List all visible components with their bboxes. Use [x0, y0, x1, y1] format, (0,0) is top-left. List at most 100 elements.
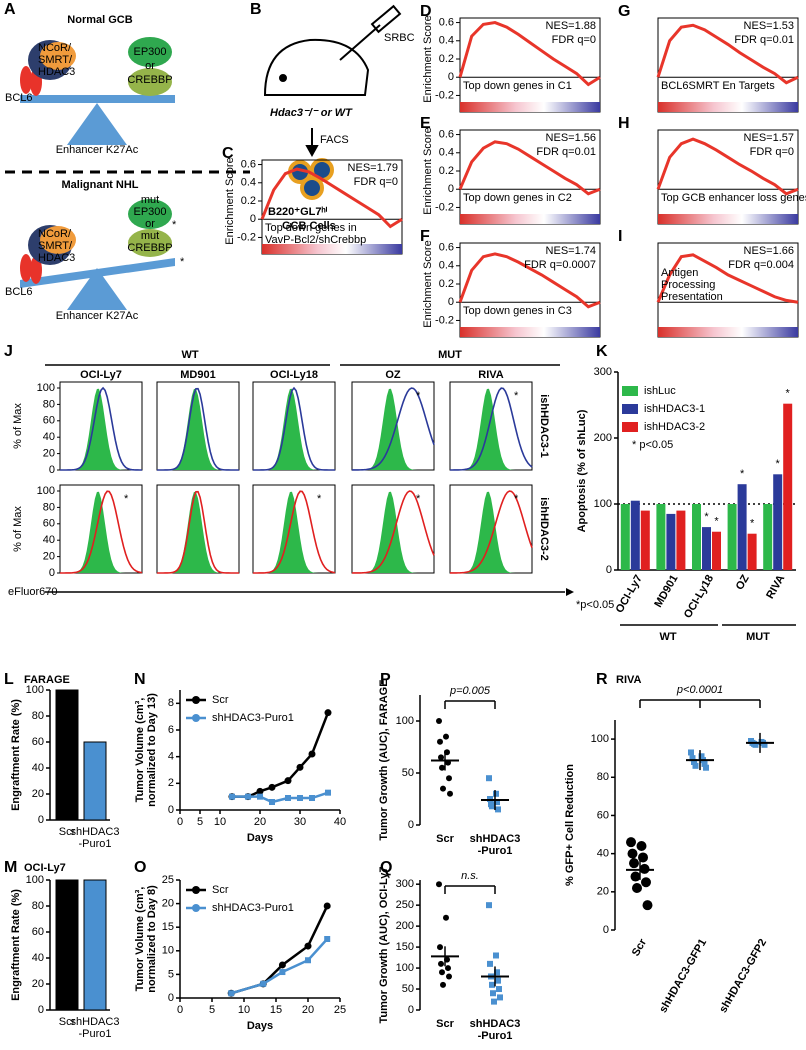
title: FARAGE — [24, 674, 70, 686]
y-axis-label: Engraftment Rate (%) — [10, 699, 22, 811]
point — [496, 986, 502, 993]
y-axis-label: % GFP+ Cell Reduction — [564, 764, 576, 886]
point — [269, 799, 275, 805]
bar — [666, 513, 676, 570]
knockdown-histogram — [351, 387, 435, 471]
bar — [83, 741, 107, 821]
x-tick-label: OCI-Ly18 — [682, 573, 716, 620]
bar — [630, 500, 640, 570]
significance-star: * — [416, 390, 421, 402]
y-tick-label: 100 — [26, 874, 44, 886]
bcl6: BCL6 — [5, 92, 33, 104]
annotation: * p<0.05 — [632, 439, 673, 451]
y-tick-label: 0 — [49, 464, 55, 476]
coactivator: CREBBP — [127, 242, 172, 254]
x-tick-label: 0 — [177, 1004, 183, 1016]
x-tick-label: shHDAC3 — [470, 833, 521, 845]
y-tick-label: 0.2 — [439, 165, 454, 177]
cell-line: MD901 — [180, 369, 215, 381]
y-axis-label: Enrichment Score — [422, 15, 434, 102]
annotation: n.s. — [461, 870, 479, 882]
cell-line: OCI-Ly7 — [80, 369, 122, 381]
bar — [737, 484, 747, 570]
y-tick-label: 6 — [168, 724, 174, 736]
plot-frame — [459, 17, 601, 113]
point — [297, 795, 303, 801]
y-tick-label: 100 — [396, 715, 414, 727]
point — [325, 789, 331, 796]
y-tick-label: 4 — [168, 751, 174, 763]
y-axis-label: normalized to Day 8) — [146, 885, 158, 993]
point — [443, 914, 449, 921]
y-tick-label: -0.2 — [435, 201, 454, 213]
point — [436, 881, 442, 888]
y-tick-label: 100 — [594, 498, 612, 510]
point — [495, 977, 501, 984]
sort-label: FACS — [320, 134, 349, 146]
bar — [640, 510, 650, 570]
y-tick-label: 20 — [162, 898, 174, 910]
y-axis-label: normalized to Day 13) — [146, 693, 158, 807]
es-curve — [458, 252, 601, 309]
point — [691, 759, 697, 765]
y-tick-label: 0.6 — [439, 241, 454, 253]
significance-star: * — [714, 516, 719, 528]
series-line — [230, 905, 329, 995]
bar — [676, 510, 686, 570]
bar — [712, 531, 721, 570]
point — [256, 787, 264, 795]
legend-label: ishHDAC3-2 — [644, 421, 705, 433]
y-tick-label: 40 — [43, 534, 55, 546]
group-label: WT — [659, 631, 676, 643]
rank-heatbar — [658, 214, 798, 224]
y-tick-label: 100 — [37, 382, 55, 394]
point — [497, 994, 503, 1001]
bar — [747, 533, 757, 570]
x-tick-label: 20 — [302, 1004, 314, 1016]
x-tick-label: Scr — [59, 1016, 76, 1028]
coactivator: CREBBP — [127, 74, 172, 86]
nes: NES=1.57 — [744, 132, 794, 144]
title: Normal GCB — [67, 14, 132, 26]
legend-marker — [192, 696, 200, 704]
coactivator: or — [145, 218, 155, 230]
point — [495, 806, 501, 813]
coactivator: mut — [141, 230, 159, 242]
panel-label: I — [618, 228, 622, 245]
coactivator: EP300 — [133, 206, 166, 218]
point — [701, 760, 708, 767]
y-axis-label: Tumor Growth (AUC), FARAGE — [378, 679, 390, 840]
fdr: FDR q=0 — [750, 146, 794, 158]
point — [324, 936, 331, 942]
y-axis-label: Tumor Volume (cm³, — [134, 698, 146, 803]
point — [305, 957, 311, 964]
legend-label: shHDAC3-Puro1 — [212, 902, 294, 914]
y-tick-label: 0 — [606, 564, 612, 576]
legend-label: Scr — [212, 884, 229, 896]
bar — [783, 403, 793, 570]
point — [642, 900, 653, 911]
y-tick-label: 10 — [162, 945, 174, 957]
panel-label: M — [4, 859, 17, 876]
nes: NES=1.79 — [348, 162, 398, 174]
y-tick-label: 60 — [43, 518, 55, 530]
y-axis-label: Enrichment Score — [422, 240, 434, 327]
significance-star: * — [124, 493, 129, 505]
y-tick-label: 20 — [43, 551, 55, 563]
bar — [83, 879, 107, 1011]
x-tick-label: shHDAC3 — [470, 1018, 521, 1030]
knockdown-histogram — [449, 387, 533, 471]
mutation-mark: * — [172, 219, 177, 231]
control-histogram — [450, 491, 532, 573]
significance-star: * — [416, 493, 421, 505]
y-tick-label: 80 — [32, 900, 44, 912]
x-axis-label: eFluor670 — [8, 586, 58, 598]
legend-swatch — [622, 422, 638, 432]
control-histogram — [352, 388, 434, 470]
y-tick-label: 60 — [597, 809, 609, 821]
y-axis-label: Apoptosis (% of shLuc) — [576, 409, 588, 532]
y-tick-label: 0 — [168, 804, 174, 816]
title: OCI-Ly7 — [24, 862, 66, 874]
corepressor: NCoR/ — [38, 228, 72, 240]
